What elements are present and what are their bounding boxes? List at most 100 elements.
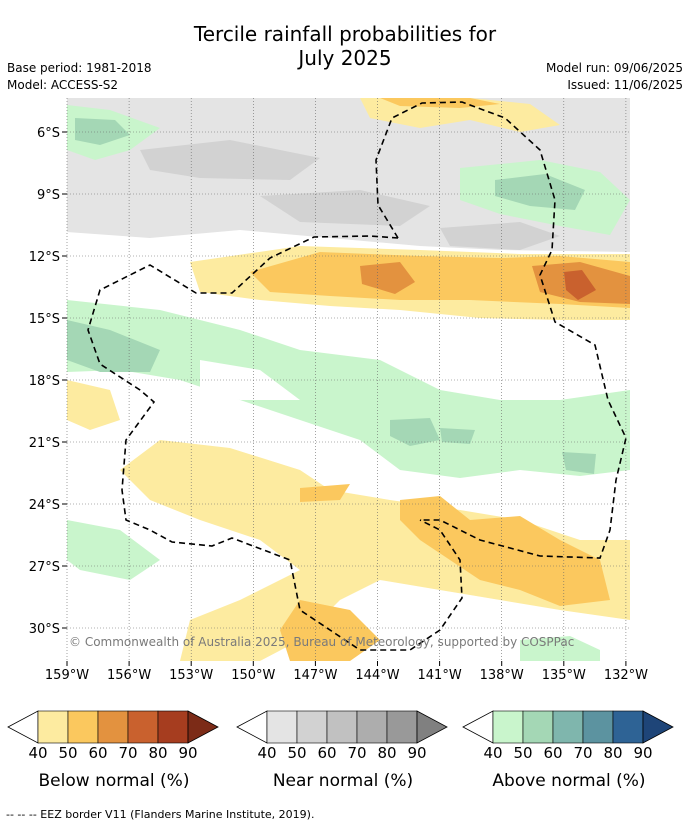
above-normal-region bbox=[67, 520, 160, 580]
colorbar-tick-label: 50 bbox=[513, 744, 533, 762]
colorbar-tick-label: 40 bbox=[28, 744, 48, 762]
latitude-tick-label: 18°S bbox=[29, 374, 60, 389]
above-normal-region bbox=[495, 174, 585, 210]
below-normal-region bbox=[300, 484, 350, 502]
legend-near-label: Near normal (%) bbox=[272, 771, 414, 791]
colorbar-tick-label: 60 bbox=[543, 744, 563, 762]
colorbar-tick-label: 50 bbox=[287, 744, 307, 762]
longitude-tick-label: 153°W bbox=[169, 668, 213, 683]
latitude-tick-label: 6°S bbox=[37, 126, 60, 141]
colorbar-cell bbox=[522, 710, 554, 744]
near-normal-region bbox=[67, 98, 630, 252]
latitude-tick-label: 15°S bbox=[29, 312, 60, 327]
colorbar-cell bbox=[157, 710, 189, 744]
colorbar-extend-low bbox=[236, 710, 268, 744]
colorbar-below-normal bbox=[7, 710, 219, 744]
title-line-1: Tercile rainfall probabilities for bbox=[193, 22, 497, 46]
colorbar-extend-low bbox=[7, 710, 39, 744]
colorbar-tick-label: 40 bbox=[257, 744, 277, 762]
colorbar-tick-label: 90 bbox=[178, 744, 198, 762]
issued-date: Issued: 11/06/2025 bbox=[567, 78, 683, 92]
colorbar-extend-high bbox=[187, 710, 219, 744]
colorbar-extend-low bbox=[462, 710, 494, 744]
near-normal-region bbox=[440, 222, 560, 250]
colorbar-tick-label: 80 bbox=[603, 744, 623, 762]
eez-border bbox=[87, 235, 463, 651]
longitude-tick-label: 156°W bbox=[107, 668, 151, 683]
colorbar-tick-label: 50 bbox=[58, 744, 78, 762]
colorbar-cell bbox=[356, 710, 388, 744]
eez-border-lines bbox=[87, 101, 627, 651]
above-normal-region bbox=[67, 300, 630, 478]
colorbar-near-normal bbox=[236, 710, 448, 744]
colorbar-cell bbox=[582, 710, 614, 744]
model-run: Model run: 09/06/2025 bbox=[545, 61, 683, 75]
longitude-tick-label: 144°W bbox=[355, 668, 399, 683]
title-line-2: July 2025 bbox=[298, 46, 392, 70]
colorbar-tick-label: 80 bbox=[148, 744, 168, 762]
latitude-tick-label: 9°S bbox=[37, 188, 60, 203]
legend-above-label: Above normal (%) bbox=[492, 771, 646, 791]
colorbar-cell bbox=[37, 710, 69, 744]
near-normal-region bbox=[140, 140, 320, 180]
meta-right: Model run: 09/06/2025 Issued: 11/06/2025 bbox=[546, 60, 683, 94]
latitude-tick-label: 21°S bbox=[29, 436, 60, 451]
probability-fields bbox=[67, 98, 630, 661]
legend-below-label: Below normal (%) bbox=[38, 771, 190, 791]
colorbar-cell bbox=[612, 710, 644, 744]
latitude-labels: 6°S 9°S 12°S 15°S 18°S 21°S 24°S 27°S 30°S bbox=[29, 126, 60, 637]
colorbar-cell bbox=[127, 710, 159, 744]
colorbar-extend-high bbox=[416, 710, 448, 744]
latitude-tick-label: 12°S bbox=[29, 250, 60, 265]
colorbar-cell bbox=[266, 710, 298, 744]
colorbar-tick-label: 60 bbox=[88, 744, 108, 762]
colorbar-cell bbox=[296, 710, 328, 744]
near-normal-region bbox=[260, 190, 430, 226]
model-name: Model: ACCESS-S2 bbox=[7, 78, 119, 92]
latitude-tick-label: 27°S bbox=[29, 560, 60, 575]
latitude-tick-label: 30°S bbox=[29, 622, 60, 637]
above-normal-region bbox=[67, 320, 160, 372]
colorbar-cell bbox=[492, 710, 524, 744]
longitude-tick-label: 135°W bbox=[542, 668, 586, 683]
chart-title: Tercile rainfall probabilities for July … bbox=[0, 22, 690, 70]
below-normal-region bbox=[400, 496, 610, 606]
above-normal-region bbox=[75, 118, 130, 145]
longitude-tick-label: 141°W bbox=[418, 668, 462, 683]
colorbar-extend-high bbox=[642, 710, 674, 744]
colorbar-cell bbox=[97, 710, 129, 744]
longitude-tick-label: 150°W bbox=[231, 668, 275, 683]
graticule bbox=[62, 98, 630, 666]
longitude-tick-label: 159°W bbox=[45, 668, 89, 683]
above-normal-region bbox=[562, 452, 596, 474]
longitude-tick-label: 138°W bbox=[480, 668, 524, 683]
above-normal-region bbox=[520, 636, 600, 661]
colorbar-cell bbox=[326, 710, 358, 744]
eez-legend: -- -- -- EEZ border V11 (Flanders Marine… bbox=[6, 808, 315, 821]
colorbar-tick-label: 70 bbox=[573, 744, 593, 762]
colorbar-tick-label: 70 bbox=[347, 744, 367, 762]
colorbar-tick-label: 60 bbox=[317, 744, 337, 762]
below-normal-region bbox=[67, 380, 120, 430]
colorbar-tick-label: 90 bbox=[633, 744, 653, 762]
colorbar-cell bbox=[386, 710, 418, 744]
colorbars bbox=[7, 710, 674, 744]
above-normal-region bbox=[390, 418, 440, 446]
below-normal-region bbox=[360, 262, 415, 294]
colorbar-tick-label: 40 bbox=[483, 744, 503, 762]
map-svg: 6°S 9°S 12°S 15°S 18°S 21°S 24°S 27°S 30°S 159°W… bbox=[29, 98, 648, 683]
colorbar-above-normal bbox=[462, 710, 674, 744]
colorbar-tick-label: 90 bbox=[407, 744, 427, 762]
colorbar-tick-label: 70 bbox=[118, 744, 138, 762]
colorbar-cell bbox=[67, 710, 99, 744]
meta-left: Base period: 1981-2018 Model: ACCESS-S2 bbox=[7, 60, 152, 94]
longitude-tick-label: 147°W bbox=[293, 668, 337, 683]
below-normal-region bbox=[564, 270, 596, 300]
above-normal-region bbox=[440, 428, 475, 444]
colorbar-tick-label: 80 bbox=[377, 744, 397, 762]
longitude-labels: 159°W 156°W 153°W 150°W 147°W 144°W 141°W 138°W… bbox=[45, 668, 648, 683]
colorbar-cell bbox=[552, 710, 584, 744]
below-normal-region bbox=[120, 440, 630, 661]
longitude-tick-label: 132°W bbox=[604, 668, 648, 683]
base-period: Base period: 1981-2018 bbox=[7, 61, 152, 75]
